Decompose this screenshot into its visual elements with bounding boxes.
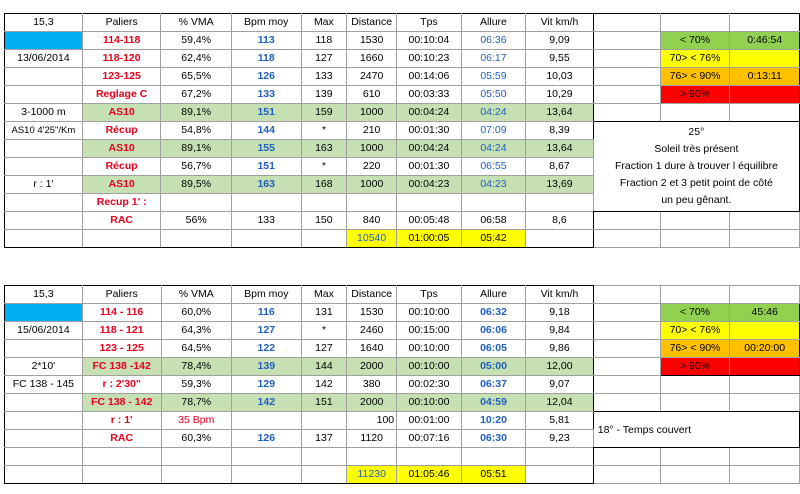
legend-label[interactable]: < 70% <box>659 31 731 50</box>
palier-cell[interactable]: 114-118 <box>81 31 162 50</box>
total-time[interactable]: 01:00:05 <box>396 229 462 248</box>
total-pace[interactable]: 05:51 <box>460 465 527 484</box>
session-notes[interactable]: 18° - Temps couvert <box>592 411 800 448</box>
header-tps[interactable]: Tps <box>396 13 462 32</box>
side-label[interactable]: 3-1000 m <box>4 103 83 122</box>
total-distance[interactable]: 10540 <box>346 229 398 248</box>
color-cell[interactable] <box>4 31 83 50</box>
header-max[interactable]: Max <box>300 13 348 32</box>
side-label[interactable]: AS10 4'25"/Km <box>4 121 83 140</box>
side-label[interactable]: r : 1' <box>4 175 83 194</box>
total-pace[interactable]: 05:42 <box>460 229 527 248</box>
header-allure[interactable]: Allure <box>460 13 527 32</box>
date-cell[interactable]: 13/06/2014 <box>4 49 83 68</box>
legend-value[interactable]: 0:46:54 <box>729 31 800 50</box>
session-table-2: 15,3 Paliers % VMA Bpm moy Max Distance … <box>4 285 800 484</box>
total-distance[interactable]: 11230 <box>346 465 398 484</box>
header-distance[interactable]: Distance <box>346 13 398 32</box>
header-vit[interactable]: Vit km/h <box>525 13 594 32</box>
session-notes[interactable]: 25° Soleil très présent Fraction 1 dure … <box>592 121 800 212</box>
header-vma[interactable]: % VMA <box>160 13 232 32</box>
total-time[interactable]: 01:05:46 <box>396 465 462 484</box>
header-paliers[interactable]: Paliers <box>81 13 162 32</box>
session-table-1: 15,3 Paliers % VMA Bpm moy Max Distance … <box>4 13 800 248</box>
header-bpm[interactable]: Bpm moy <box>230 13 302 32</box>
corner-value[interactable]: 15,3 <box>4 13 83 32</box>
